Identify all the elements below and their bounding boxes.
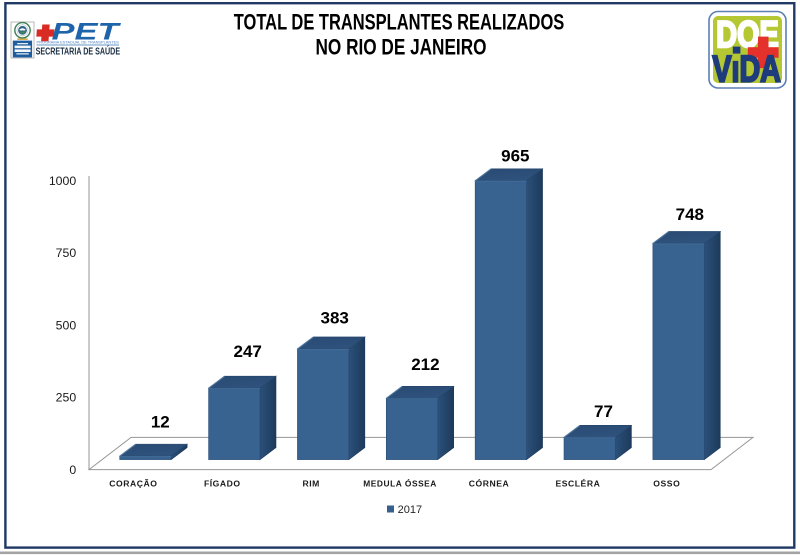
svg-text:1000: 1000 <box>49 174 77 188</box>
svg-text:212: 212 <box>411 355 439 374</box>
svg-text:250: 250 <box>56 391 77 405</box>
svg-text:2017: 2017 <box>398 504 422 516</box>
svg-text:RIM: RIM <box>302 478 319 488</box>
svg-text:748: 748 <box>676 205 704 224</box>
svg-text:12: 12 <box>151 413 170 432</box>
svg-text:FÍGADO: FÍGADO <box>204 478 241 488</box>
svg-text:ESCLÉRA: ESCLÉRA <box>555 478 600 488</box>
svg-text:PET: PET <box>52 19 122 46</box>
svg-text:TOTAL DE TRANSPLANTES REALIZAD: TOTAL DE TRANSPLANTES REALIZADOS <box>234 9 565 34</box>
svg-text:0: 0 <box>69 463 76 477</box>
svg-text:OSSO: OSSO <box>653 478 680 488</box>
svg-text:VıDA: VıDA <box>712 49 781 90</box>
svg-text:247: 247 <box>234 342 262 361</box>
svg-text:750: 750 <box>56 246 77 260</box>
svg-text:SECRETARIA DE SAÚDE: SECRETARIA DE SAÚDE <box>36 45 121 57</box>
svg-text:77: 77 <box>594 402 613 421</box>
svg-text:CÓRNEA: CÓRNEA <box>469 477 510 488</box>
svg-text:383: 383 <box>321 309 349 328</box>
svg-text:MEDULA ÓSSEA: MEDULA ÓSSEA <box>363 477 437 488</box>
svg-text:CORAÇÃO: CORAÇÃO <box>109 478 157 488</box>
svg-text:NO RIO DE JANEIRO: NO RIO DE JANEIRO <box>316 35 487 60</box>
svg-text:965: 965 <box>501 147 529 166</box>
svg-text:PROGRAMA ESTADUAL DE TRANSPLAN: PROGRAMA ESTADUAL DE TRANSPLANTES <box>37 41 119 45</box>
svg-text:500: 500 <box>56 318 77 332</box>
